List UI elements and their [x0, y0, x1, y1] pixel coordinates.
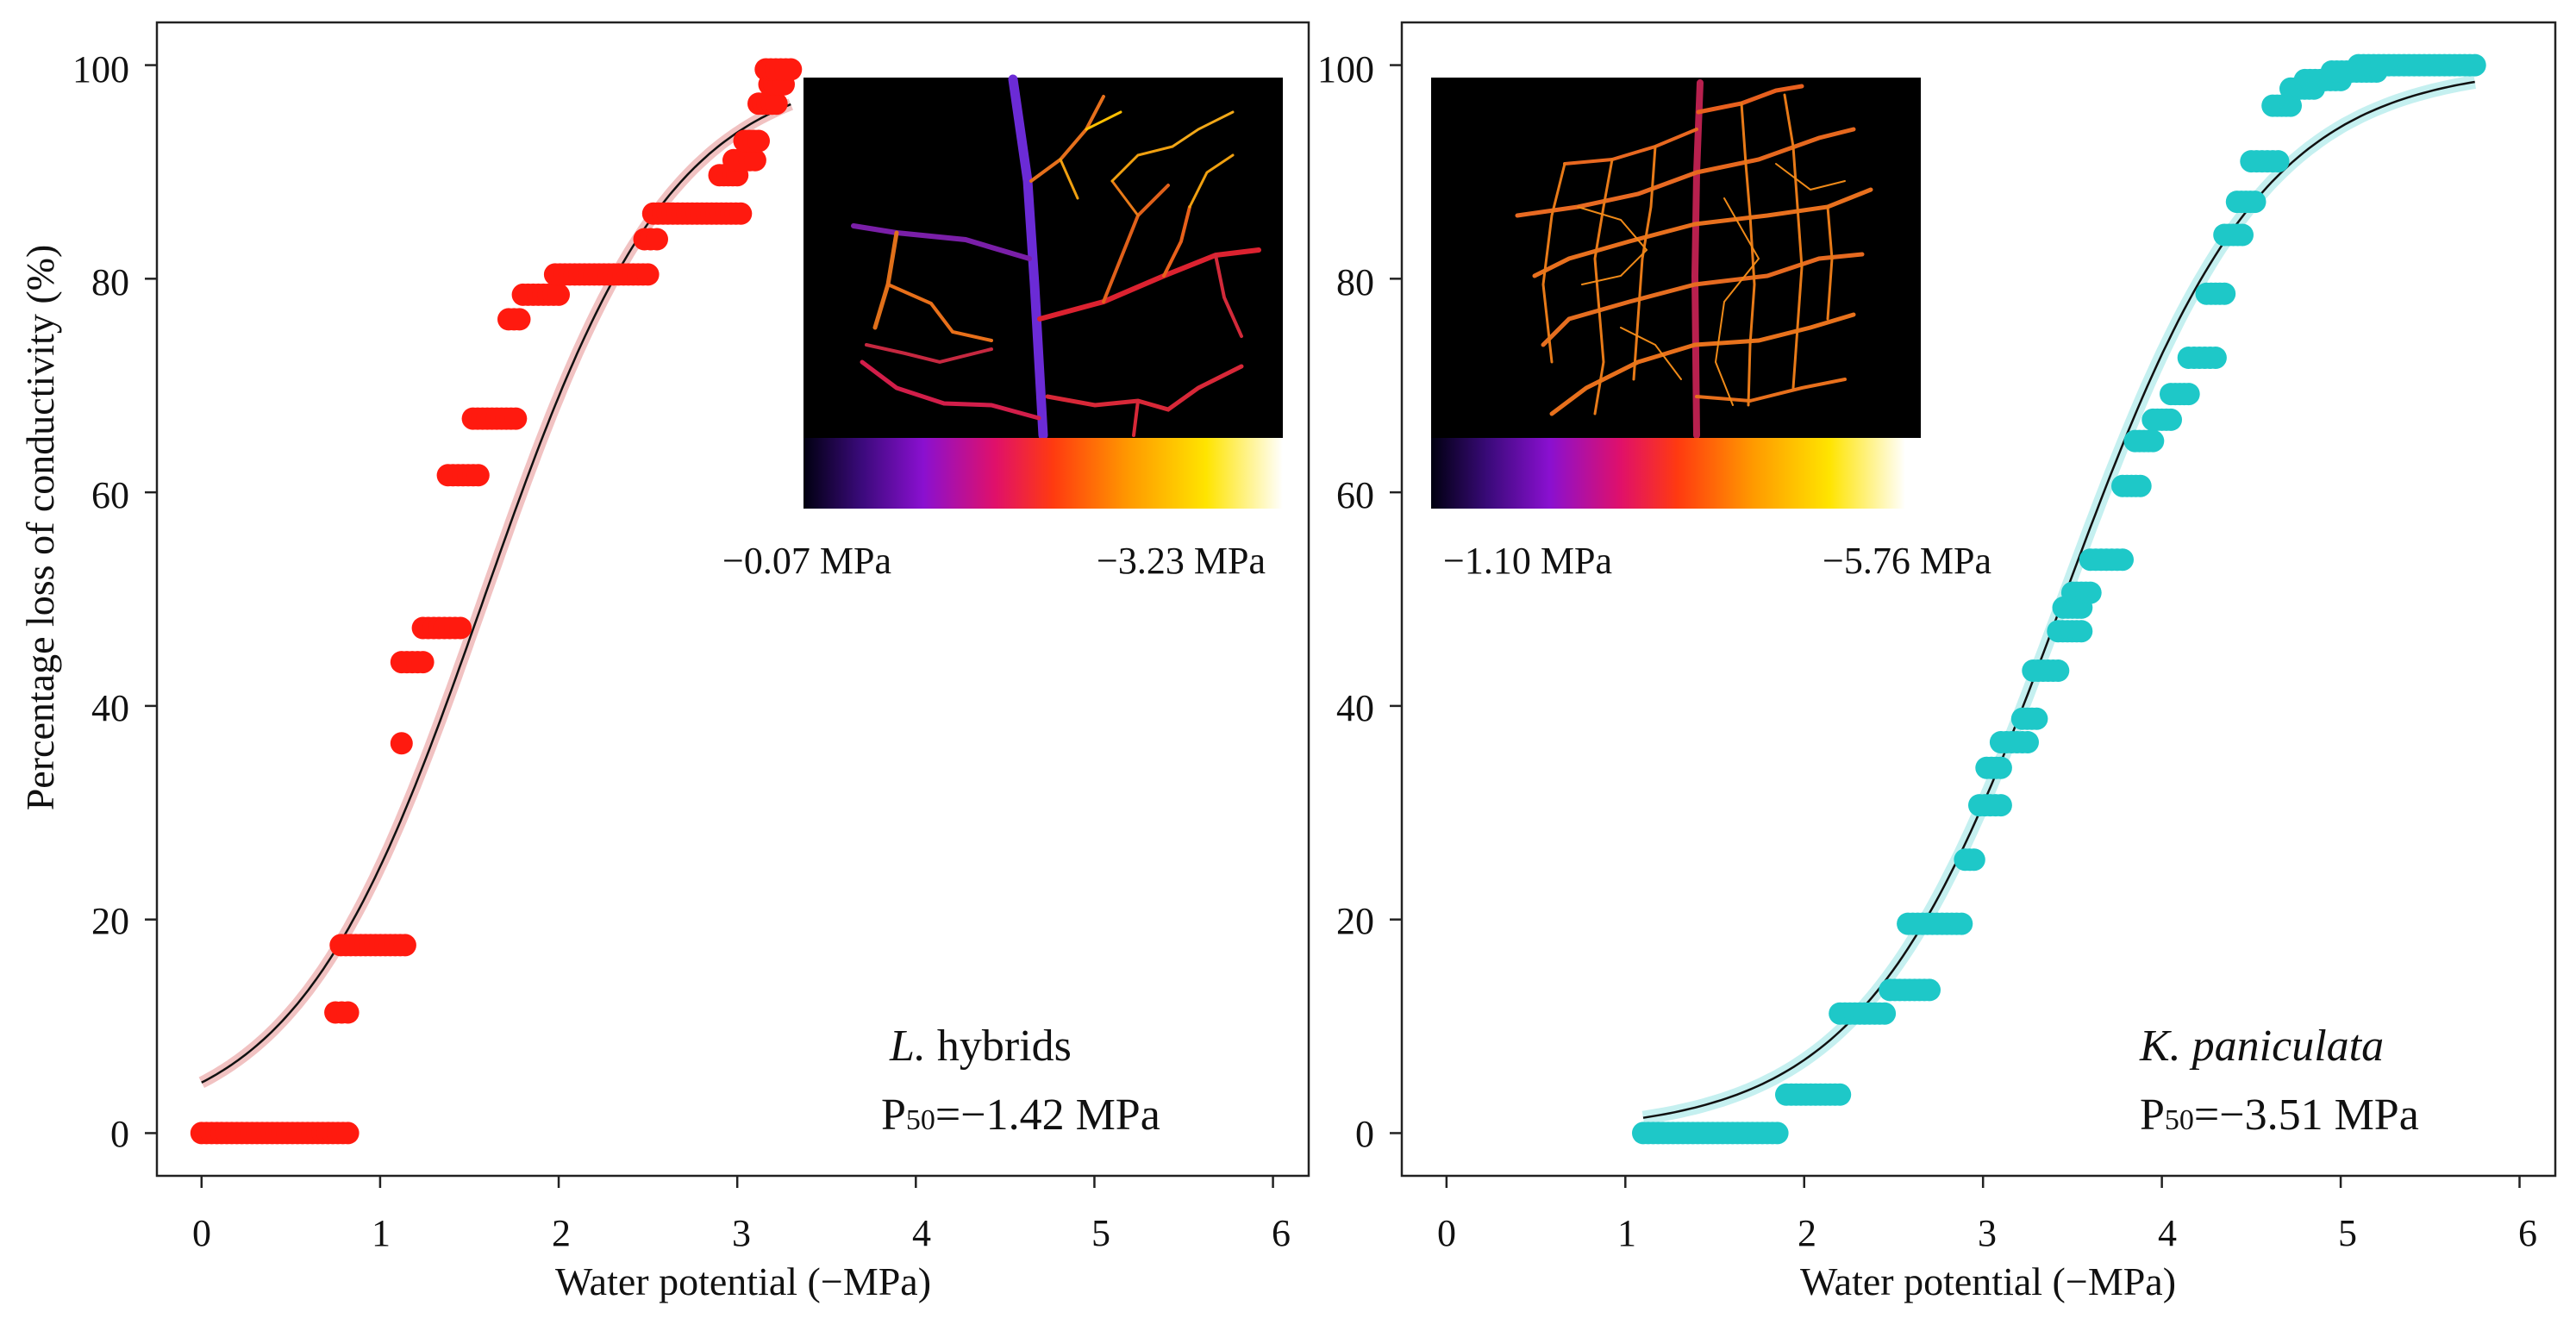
- right-species-label: K. paniculata: [2139, 1022, 2384, 1071]
- right-data-point: [1918, 978, 1941, 1002]
- right-data-point: [2279, 94, 2302, 117]
- right-data-point: [2070, 620, 2093, 643]
- left-data-point: [508, 308, 531, 331]
- left-panel: 0 20 40 60 80 100 0 1 2 3 4 5 6 Water po…: [18, 21, 1310, 1303]
- right-colorbar-min-label: −1.10 MPa: [1443, 540, 1612, 582]
- right-inset-image: [1431, 78, 1921, 509]
- left-xtick-label: 6: [1272, 1212, 1291, 1254]
- left-ytick-label: 40: [91, 687, 129, 729]
- right-data-point: [2141, 429, 2165, 453]
- right-axis-ticks: [1390, 64, 2521, 1188]
- left-data-point: [336, 1122, 360, 1145]
- right-ytick-label: 0: [1355, 1113, 1374, 1155]
- right-data-point: [1962, 848, 1985, 872]
- right-panel: 0 20 40 60 80 100 0 1 2 3 4 5 6 Water po…: [1317, 21, 2557, 1303]
- right-data-point: [2177, 383, 2200, 406]
- left-plot-frame: [155, 21, 1310, 1178]
- left-data-point: [729, 202, 753, 225]
- right-xtick-label: 1: [1617, 1212, 1636, 1254]
- right-data-point: [2025, 707, 2048, 730]
- right-data-point: [2079, 581, 2102, 604]
- left-data-point: [466, 464, 490, 487]
- right-data-point: [1950, 912, 1973, 935]
- left-data-point: [765, 92, 788, 116]
- left-fit-curve: [201, 103, 791, 1084]
- left-data-point: [336, 1001, 360, 1024]
- left-axis-ticks: [145, 64, 1274, 1188]
- left-data-point: [743, 148, 766, 172]
- right-data-point: [1989, 794, 2012, 817]
- right-data-point: [2047, 659, 2070, 682]
- left-data-point: [747, 129, 770, 153]
- left-data-point: [779, 58, 803, 81]
- right-ytick-label: 80: [1336, 261, 1374, 303]
- right-x-axis-title: Water potential (−MPa): [1800, 1259, 2176, 1303]
- right-ytick-label: 20: [1336, 900, 1374, 942]
- right-data-points: [1632, 53, 2486, 1145]
- left-xtick-label: 2: [552, 1212, 571, 1254]
- left-ytick-label: 80: [91, 261, 129, 303]
- right-colorbar: [1431, 438, 1905, 509]
- left-data-point: [390, 732, 413, 755]
- left-data-point: [393, 934, 416, 957]
- left-data-points: [190, 58, 803, 1145]
- right-colorbar-max-label: −5.76 MPa: [1823, 540, 1991, 582]
- right-data-point: [1873, 1002, 1897, 1025]
- right-xtick-label: 4: [2158, 1212, 2177, 1254]
- right-data-point: [2231, 223, 2254, 247]
- left-xtick-label: 4: [912, 1212, 931, 1254]
- right-ytick-label: 40: [1336, 687, 1374, 729]
- left-colorbar-max-label: −3.23 MPa: [1097, 540, 1266, 582]
- left-data-point: [636, 263, 660, 286]
- right-xtick-label: 6: [2518, 1212, 2537, 1254]
- left-data-point: [411, 651, 435, 674]
- left-xtick-label: 5: [1091, 1212, 1110, 1254]
- left-ytick-label: 60: [91, 474, 129, 516]
- right-xtick-label: 3: [1978, 1212, 1997, 1254]
- right-data-point: [1989, 756, 2012, 779]
- left-ytick-label: 20: [91, 900, 129, 942]
- y-axis-title: Percentage loss of conductivity (%): [18, 245, 62, 811]
- right-data-point: [2463, 53, 2486, 77]
- left-data-point: [449, 616, 472, 640]
- right-data-point: [2204, 347, 2227, 369]
- right-data-point: [2160, 408, 2182, 431]
- right-data-point: [2129, 474, 2152, 497]
- right-plot-frame: [1400, 21, 2557, 1178]
- left-data-point: [646, 228, 668, 251]
- right-xtick-label: 0: [1437, 1212, 1456, 1254]
- left-colorbar: [803, 438, 1283, 509]
- right-ytick-label: 60: [1336, 474, 1374, 516]
- right-data-point: [1829, 1083, 1852, 1106]
- left-colorbar-min-label: −0.07 MPa: [722, 540, 891, 582]
- left-x-axis-title: Water potential (−MPa): [555, 1259, 931, 1303]
- right-xtick-label: 2: [1798, 1212, 1816, 1254]
- right-data-point: [1766, 1122, 1789, 1145]
- left-inset-image: [803, 74, 1283, 509]
- left-xtick-label: 3: [732, 1212, 751, 1254]
- right-ytick-label: 100: [1317, 48, 1374, 91]
- left-data-point: [547, 283, 570, 306]
- right-data-point: [2243, 191, 2267, 214]
- left-ytick-label: 0: [110, 1113, 129, 1155]
- left-species-label: L. hybrids: [889, 1022, 1072, 1071]
- left-xtick-label: 1: [372, 1212, 391, 1254]
- left-fit-confidence-band: [198, 98, 794, 1089]
- right-data-point: [2111, 548, 2134, 572]
- left-ytick-label: 100: [72, 48, 129, 91]
- left-plot-area: [190, 58, 803, 1145]
- right-data-point: [2267, 150, 2290, 173]
- left-data-point: [504, 407, 528, 430]
- right-data-point: [2213, 282, 2236, 305]
- right-plot-area: [1632, 53, 2486, 1145]
- right-xtick-label: 5: [2338, 1212, 2357, 1254]
- right-p50-label: P50=−3.51 MPa: [2140, 1090, 2419, 1140]
- right-data-point: [2016, 731, 2039, 753]
- left-xtick-label: 0: [192, 1212, 211, 1254]
- left-p50-label: P50=−1.42 MPa: [881, 1090, 1160, 1140]
